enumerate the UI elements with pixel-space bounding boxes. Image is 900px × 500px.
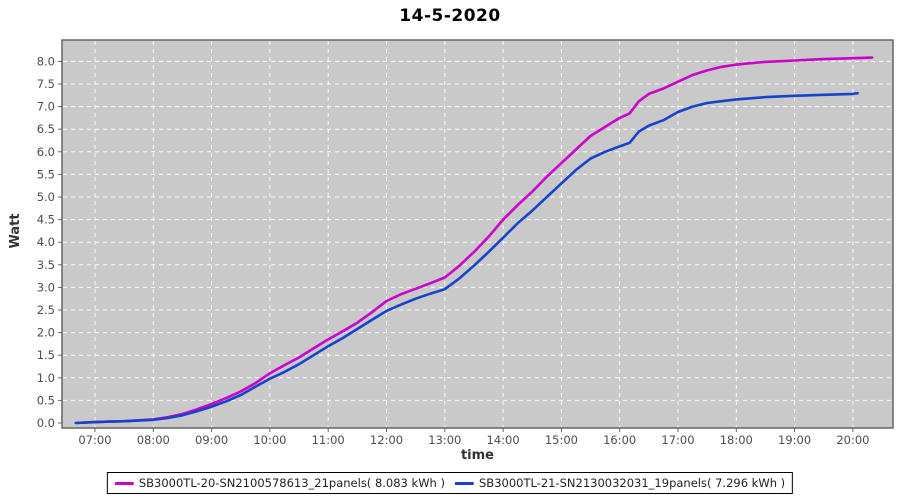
legend-label: SB3000TL-21-SN2130032031_19panels( 7.296… bbox=[479, 476, 786, 490]
y-tick-label: 5.0 bbox=[37, 190, 55, 204]
plot-background bbox=[61, 39, 894, 429]
y-tick-label: 6.5 bbox=[37, 122, 55, 136]
y-tick-label: 0.0 bbox=[37, 416, 55, 430]
y-tick-label: 7.5 bbox=[37, 77, 55, 91]
y-tick-label: 4.5 bbox=[37, 213, 55, 227]
x-tick-label: 17:00 bbox=[661, 433, 694, 447]
y-tick-label: 3.0 bbox=[37, 280, 55, 294]
y-tick-label: 0.5 bbox=[37, 393, 55, 407]
chart-title: 14-5-2020 bbox=[399, 6, 501, 26]
y-tick-label: 4.0 bbox=[37, 235, 55, 249]
x-axis-label: time bbox=[460, 448, 495, 463]
x-tick-label: 08:00 bbox=[137, 433, 170, 447]
y-tick-label: 1.5 bbox=[37, 348, 55, 362]
x-tick-label: 16:00 bbox=[603, 433, 636, 447]
x-tick-label: 11:00 bbox=[312, 433, 345, 447]
legend-label: SB3000TL-20-SN2100578613_21panels( 8.083… bbox=[138, 476, 445, 490]
legend-entry: SB3000TL-20-SN2100578613_21panels( 8.083… bbox=[114, 476, 445, 490]
x-tick-label: 07:00 bbox=[78, 433, 111, 447]
series-line-marker-icon bbox=[455, 481, 474, 485]
x-tick-label: 19:00 bbox=[778, 433, 811, 447]
y-tick-label: 1.0 bbox=[37, 371, 55, 385]
y-tick-label: 7.0 bbox=[37, 100, 55, 114]
series-line-0 bbox=[74, 56, 874, 425]
y-axis-label: Watt bbox=[8, 213, 23, 249]
y-tick-label: 2.5 bbox=[37, 303, 55, 317]
x-tick-label: 13:00 bbox=[428, 433, 461, 447]
x-tick-label: 10:00 bbox=[253, 433, 286, 447]
series-line-1 bbox=[74, 91, 859, 425]
y-tick-label: 6.0 bbox=[37, 145, 55, 159]
y-tick-label: 5.5 bbox=[37, 167, 55, 181]
x-tick-label: 14:00 bbox=[487, 433, 520, 447]
legend-entry: SB3000TL-21-SN2130032031_19panels( 7.296… bbox=[455, 476, 785, 490]
series-line-marker-icon bbox=[114, 481, 134, 485]
legend: SB3000TL-20-SN2100578613_21panels( 8.083… bbox=[106, 472, 794, 494]
x-tick-label: 09:00 bbox=[195, 433, 228, 447]
x-tick-label: 20:00 bbox=[836, 433, 869, 447]
x-tick-label: 12:00 bbox=[370, 433, 403, 447]
y-tick-label: 2.0 bbox=[37, 326, 55, 340]
y-tick-label: 3.5 bbox=[37, 258, 55, 272]
plot-area: 0.0 0.5 1.0 1.5 2.0 2.5 3.0 3.5 4.0 4.5 5.0 5.5 6.0 6… bbox=[37, 39, 894, 447]
x-tick-label: 15:00 bbox=[545, 433, 578, 447]
y-tick-label: 8.0 bbox=[37, 54, 55, 68]
x-tick-label: 18:00 bbox=[720, 433, 753, 447]
